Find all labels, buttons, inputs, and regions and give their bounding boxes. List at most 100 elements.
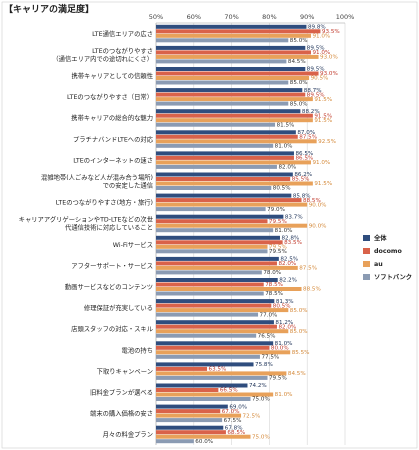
bar [156, 101, 289, 106]
bar [156, 392, 274, 397]
bar [156, 134, 298, 139]
value-label: 91.0% [312, 160, 330, 166]
legend-swatch [363, 274, 370, 280]
value-label: 83.5% [284, 240, 302, 246]
value-label: 67.0% [222, 409, 240, 415]
value-label: 79.5% [269, 219, 287, 225]
value-label: 93.5% [322, 29, 340, 35]
value-label: 82.2% [279, 278, 297, 284]
bar [156, 265, 298, 270]
bar [156, 375, 268, 380]
bar [156, 434, 251, 439]
value-label: 78.0% [263, 270, 281, 276]
bar [156, 409, 221, 414]
value-label: 91.5% [314, 118, 332, 124]
bar [156, 160, 311, 165]
value-label: 67.8% [225, 425, 243, 431]
bar [156, 303, 272, 308]
value-labels: 89.8%93.5%91.0%85.0%89.5%91.0%93.0%84.5%… [195, 25, 339, 445]
bar [156, 430, 226, 435]
bar [156, 97, 313, 102]
value-label: 76.5% [258, 333, 276, 339]
bar [156, 362, 254, 367]
category-label: 端末の購入価格の安さ [90, 409, 153, 418]
bar [156, 71, 319, 76]
category-label: 携帯キャリアの総合的な魅力 [71, 113, 153, 122]
value-label: 68.5% [227, 430, 245, 436]
category-label: 下取りキャンペーン [97, 367, 153, 375]
category-label: LTEのつながりやすさ [92, 46, 153, 55]
value-label: 82.0% [278, 261, 296, 267]
bar [156, 418, 223, 423]
bar [156, 59, 287, 64]
bar [156, 181, 313, 186]
bar [156, 193, 292, 198]
bar [156, 341, 274, 346]
value-label: 93.0% [320, 71, 338, 77]
value-label: 82.0% [278, 165, 296, 171]
legend-label: 全体 [373, 233, 387, 242]
value-label: 91.5% [314, 97, 332, 103]
value-label: 72.5% [243, 413, 261, 419]
value-label: 82.5% [280, 257, 298, 263]
value-label: 85.0% [290, 38, 308, 44]
value-label: 90.0% [309, 223, 327, 229]
bar [156, 383, 248, 388]
value-label: 79.0% [267, 207, 285, 213]
gridlines [155, 22, 346, 445]
bar [156, 291, 264, 296]
value-label: 60.0% [195, 439, 213, 445]
value-label: 87.5% [299, 266, 317, 272]
category-label: アフターサポート・サービス [71, 261, 153, 270]
bar [156, 45, 306, 50]
value-label: 81.0% [275, 228, 293, 234]
bar [156, 324, 277, 329]
bar [156, 207, 266, 212]
value-label: 86.2% [294, 172, 312, 178]
value-label: 67.5% [224, 418, 242, 424]
category-label: 月々の料金プラン [103, 430, 153, 439]
category-label: 代通信技術に対応していること [65, 223, 153, 232]
value-label: 91.5% [314, 181, 332, 187]
category-label: LTEのインターネットの速さ [73, 155, 153, 164]
bar [156, 249, 268, 254]
bar [156, 202, 308, 207]
bar [156, 88, 303, 93]
value-label: 74.2% [249, 383, 267, 389]
value-label: 80.0% [271, 346, 289, 352]
bar [156, 299, 275, 304]
bar [156, 219, 268, 224]
category-label: （通信エリア内での途切れにくさ） [52, 54, 153, 63]
value-label: 91.5% [314, 113, 332, 119]
value-label: 81.0% [275, 392, 293, 398]
chart-title: 【キャリアの満足度】 [4, 3, 94, 15]
category-label: 電池の持ち [122, 345, 153, 354]
legend-swatch [363, 261, 370, 267]
bar [156, 371, 287, 376]
category-label: LTEのつながりやすさ（日常） [67, 92, 153, 101]
value-label: 75.0% [252, 397, 270, 403]
value-label: 79.5% [269, 249, 287, 255]
value-label: 91.0% [312, 34, 330, 40]
bar [156, 172, 293, 177]
category-label: 旧料金プランが選べる [90, 387, 153, 396]
category-label: 動画サービスなどのコンテンツ [65, 282, 153, 291]
bar [156, 186, 272, 190]
value-label: 75.8% [255, 362, 273, 368]
bar [156, 308, 289, 313]
value-label: 79.5% [269, 245, 287, 251]
bar [156, 151, 294, 156]
bar [156, 320, 274, 325]
value-label: 85.0% [290, 329, 308, 335]
category-label: LTEのつながりやすさ(地方・旅行) [56, 198, 153, 207]
value-label: 89.5% [307, 67, 325, 73]
x-tick-label: 90% [300, 13, 314, 21]
x-tick-label: 70% [224, 13, 238, 21]
value-label: 79.5% [269, 376, 287, 382]
value-label: 81.0% [275, 341, 293, 347]
value-label: 77.5% [261, 355, 279, 361]
x-tick-label: 60% [187, 13, 201, 21]
value-label: 89.5% [307, 92, 325, 98]
value-label: 78.5% [265, 282, 283, 288]
